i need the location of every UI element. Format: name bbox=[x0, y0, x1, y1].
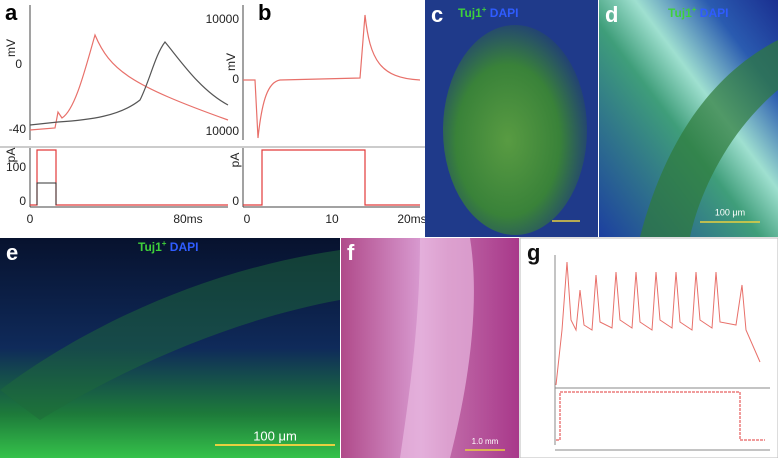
tick-label: 0 bbox=[27, 212, 34, 226]
tick-label: 0 bbox=[19, 194, 26, 208]
panel-label: f bbox=[347, 240, 355, 265]
tick-label: 0 bbox=[244, 212, 251, 226]
scale-label: 1.0 mm bbox=[472, 437, 499, 446]
panel-c: c Tuj1+ DAPI bbox=[425, 0, 598, 237]
current bbox=[243, 149, 420, 206]
stain-label: Tuj1+ DAPI bbox=[138, 239, 198, 254]
panel-label: g bbox=[527, 240, 540, 265]
tick-label: 80ms bbox=[173, 212, 202, 226]
trace bbox=[555, 261, 761, 386]
panel-label: d bbox=[605, 2, 618, 27]
tick-label: 10 bbox=[325, 212, 339, 226]
panel-e: 100 μm e Tuj1+ DAPI bbox=[0, 238, 340, 458]
stain-label: Tuj1+ DAPI bbox=[668, 5, 728, 20]
recording bbox=[519, 237, 778, 458]
panel-label: b bbox=[258, 0, 271, 25]
tick-label: -40 bbox=[9, 122, 27, 136]
tissue bbox=[400, 238, 474, 458]
stain-label: Tuj1+ DAPI bbox=[458, 5, 518, 20]
tick-label: 10000 bbox=[206, 12, 240, 26]
current-black bbox=[36, 182, 57, 205]
tick-label: 0 bbox=[232, 72, 239, 86]
panel-label: e bbox=[6, 240, 18, 265]
current-unit: pA bbox=[4, 148, 18, 163]
panel-label: c bbox=[431, 2, 443, 27]
y-unit: mV bbox=[4, 39, 18, 57]
current bbox=[556, 391, 765, 441]
tissue bbox=[443, 25, 587, 235]
current-red bbox=[30, 149, 228, 206]
panel-g: g bbox=[519, 237, 778, 458]
tissue bbox=[640, 40, 778, 237]
trace bbox=[243, 14, 421, 139]
panel-a: a mV 0 -40 pA 100 0 0 80ms bbox=[0, 0, 229, 226]
y-unit: mV bbox=[224, 53, 238, 71]
tick-label: 20ms bbox=[397, 212, 426, 226]
current-unit: pA bbox=[228, 153, 242, 168]
tissue bbox=[0, 250, 340, 420]
panel-d: 100 μm d Tuj1+ DAPI bbox=[599, 0, 778, 237]
tick-label: 0 bbox=[232, 194, 239, 208]
tick-label: 10000 bbox=[206, 124, 240, 138]
tick-label: 100 bbox=[6, 160, 26, 174]
scale-label: 100 μm bbox=[253, 428, 297, 443]
panel-b: b 10000 mV 0 10000 pA 0 0 10 20ms bbox=[206, 0, 427, 226]
scale-label: 100 μm bbox=[715, 207, 745, 217]
tick-label: 0 bbox=[15, 57, 22, 71]
trace-black bbox=[29, 41, 229, 126]
panel-label: a bbox=[5, 0, 18, 25]
trace-red bbox=[29, 33, 229, 131]
panel-f: 1.0 mm f bbox=[341, 238, 519, 458]
